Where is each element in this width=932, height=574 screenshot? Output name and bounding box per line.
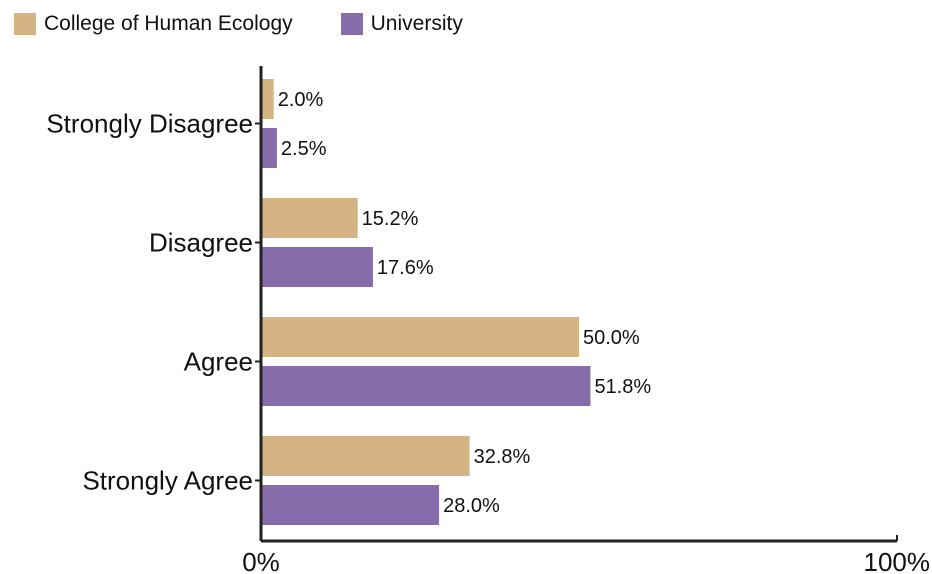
legend-item-university: University [340, 12, 463, 36]
legend: College of Human Ecology University [14, 12, 511, 36]
category-label: Disagree [149, 228, 253, 258]
category-label: Agree [184, 347, 253, 377]
legend-label-college: College of Human Ecology [44, 12, 293, 35]
x-tick-label: 100% [864, 547, 931, 574]
legend-swatch-university [340, 13, 363, 35]
x-tick-label: 0% [242, 547, 280, 574]
bar-college [261, 198, 358, 238]
bar-college [261, 436, 470, 476]
bar-university [261, 247, 373, 287]
bar-college [261, 317, 579, 357]
legend-swatch-college [14, 13, 36, 35]
data-label: 15.2% [362, 208, 419, 230]
data-label: 2.0% [278, 89, 324, 111]
data-label: 50.0% [583, 327, 640, 349]
data-label: 17.6% [377, 257, 434, 279]
data-label: 28.0% [443, 495, 500, 517]
bar-university [261, 128, 277, 168]
bar-university [261, 366, 591, 406]
data-label: 32.8% [474, 446, 531, 468]
category-label: Strongly Agree [82, 466, 253, 496]
bar-college [261, 79, 274, 119]
legend-label-university: University [370, 12, 463, 35]
bar-university [261, 485, 440, 525]
data-label: 51.8% [594, 376, 651, 398]
legend-item-college: College of Human Ecology [14, 12, 293, 36]
category-label: Strongly Disagree [46, 109, 253, 139]
data-label: 2.5% [281, 138, 327, 160]
